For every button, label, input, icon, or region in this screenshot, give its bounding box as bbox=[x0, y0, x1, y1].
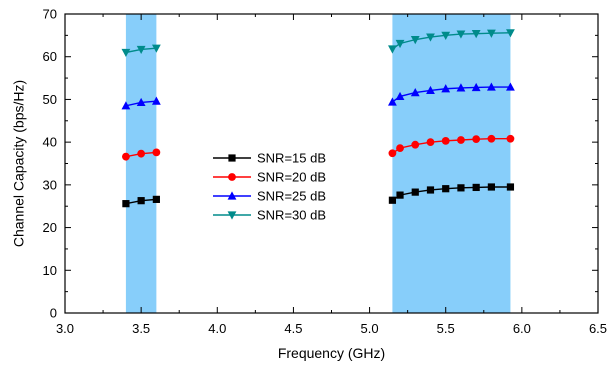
legend-marker bbox=[228, 154, 236, 162]
data-point bbox=[122, 200, 130, 208]
x-tick-label: 6.5 bbox=[589, 321, 607, 336]
data-point bbox=[471, 82, 481, 92]
shaded-bands bbox=[125, 14, 511, 313]
shaded-band-2 bbox=[392, 14, 511, 313]
legend-label: SNR=25 dB bbox=[257, 189, 326, 204]
data-point bbox=[506, 29, 515, 38]
data-point bbox=[426, 138, 435, 147]
y-tick-label: 50 bbox=[43, 92, 57, 107]
data-point bbox=[426, 33, 435, 42]
x-tick-label: 3.5 bbox=[132, 321, 150, 336]
data-point bbox=[388, 196, 397, 204]
data-point bbox=[395, 39, 405, 49]
data-point bbox=[441, 31, 451, 40]
data-point bbox=[487, 82, 496, 91]
data-point bbox=[411, 140, 420, 149]
series-3 bbox=[121, 82, 515, 110]
legend-label: SNR=30 dB bbox=[257, 208, 326, 223]
y-tick-label: 40 bbox=[43, 135, 57, 150]
data-point bbox=[471, 30, 481, 39]
x-tick-label: 5.0 bbox=[361, 321, 379, 336]
y-tick-label: 0 bbox=[50, 306, 57, 321]
legend-item: SNR=15 dB bbox=[213, 151, 326, 166]
legend-marker bbox=[228, 173, 236, 181]
data-point bbox=[472, 135, 481, 144]
x-tick-label: 6.0 bbox=[513, 321, 531, 336]
series-layer bbox=[121, 29, 515, 208]
data-point bbox=[137, 197, 145, 205]
legend-label: SNR=20 dB bbox=[257, 170, 326, 185]
y-axis-title: Channel Capacity (bps/Hz) bbox=[11, 80, 27, 247]
series-2 bbox=[122, 134, 515, 161]
data-point bbox=[426, 186, 435, 194]
data-point bbox=[487, 134, 496, 143]
x-tick-label: 4.5 bbox=[284, 321, 302, 336]
data-point bbox=[410, 36, 420, 45]
legend-marker bbox=[227, 211, 237, 220]
data-point bbox=[441, 84, 451, 93]
data-point bbox=[506, 183, 515, 191]
axis-ticks: 3.0 3.5 4.0 4.5 5.0 5.5 6.0 6.5 0 10 20 30 40 50 60 70 bbox=[43, 7, 608, 337]
series-4 bbox=[121, 29, 515, 58]
data-point bbox=[151, 44, 161, 53]
data-point bbox=[136, 45, 146, 55]
legend-item: SNR=30 dB bbox=[213, 208, 326, 223]
data-point bbox=[388, 149, 397, 158]
data-point bbox=[426, 85, 435, 95]
y-tick-label: 70 bbox=[43, 7, 57, 22]
data-point bbox=[441, 136, 450, 145]
data-point bbox=[456, 30, 466, 39]
data-point bbox=[395, 91, 405, 101]
legend: SNR=15 dB SNR=20 dB SNR=25 dB SNR=30 dB bbox=[213, 151, 326, 223]
legend-label: SNR=15 dB bbox=[257, 151, 326, 166]
data-point bbox=[457, 136, 465, 144]
y-tick-label: 20 bbox=[43, 220, 57, 235]
data-point bbox=[152, 195, 160, 203]
data-point bbox=[487, 29, 496, 38]
data-point bbox=[121, 48, 131, 58]
data-point bbox=[121, 101, 131, 110]
data-point bbox=[396, 144, 404, 153]
data-point bbox=[388, 97, 397, 106]
data-point bbox=[456, 83, 466, 92]
data-point bbox=[137, 149, 146, 158]
data-point bbox=[396, 191, 404, 199]
data-point bbox=[472, 183, 480, 192]
legend-marker bbox=[227, 191, 237, 200]
data-point bbox=[388, 45, 397, 54]
y-tick-label: 30 bbox=[43, 177, 57, 192]
data-point bbox=[136, 97, 146, 107]
legend-item: SNR=20 dB bbox=[213, 170, 326, 185]
legend-item: SNR=25 dB bbox=[213, 189, 326, 204]
data-point bbox=[411, 188, 419, 196]
series-1 bbox=[122, 183, 515, 208]
data-point bbox=[151, 96, 161, 105]
data-point bbox=[122, 152, 130, 161]
data-point bbox=[410, 87, 420, 97]
data-point bbox=[506, 82, 515, 91]
y-tick-label: 10 bbox=[43, 263, 57, 278]
x-axis-title: Frequency (GHz) bbox=[278, 345, 385, 361]
x-tick-label: 3.0 bbox=[56, 321, 74, 336]
data-point bbox=[152, 148, 161, 157]
data-point bbox=[457, 184, 465, 192]
data-point bbox=[506, 134, 515, 143]
data-point bbox=[487, 183, 495, 191]
x-tick-label: 5.5 bbox=[437, 321, 455, 336]
data-point bbox=[442, 185, 450, 193]
shaded-band-1 bbox=[125, 14, 157, 313]
x-tick-label: 4.0 bbox=[208, 321, 226, 336]
y-tick-label: 60 bbox=[43, 49, 57, 64]
